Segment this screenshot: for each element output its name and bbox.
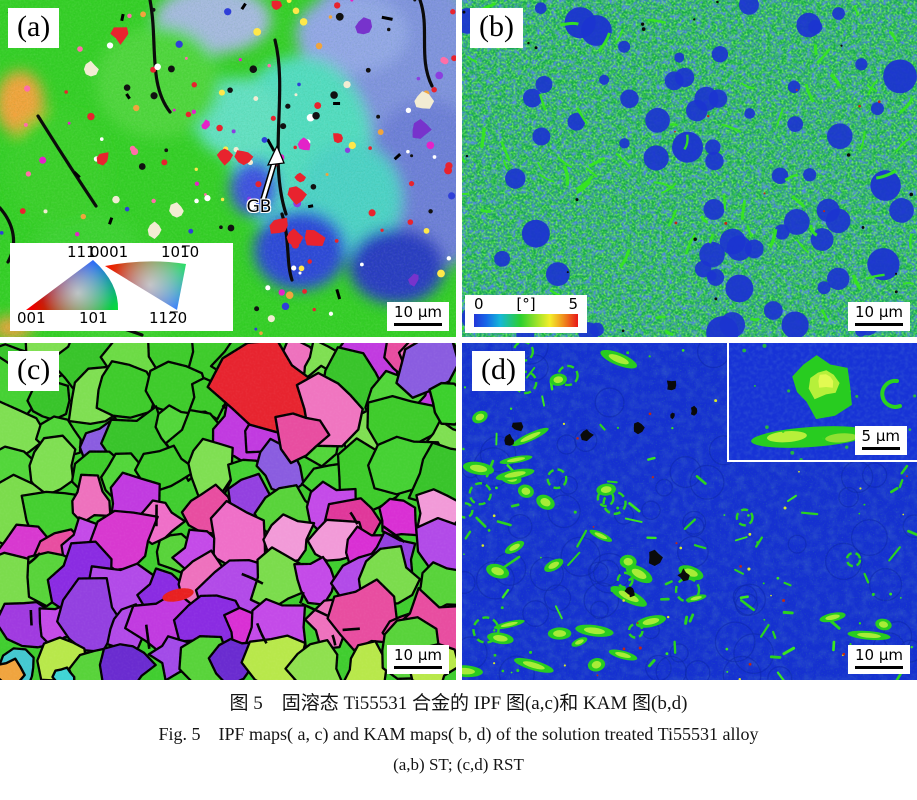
colorbar-min: 0 <box>474 295 484 313</box>
micrograph-canvas-d <box>462 343 917 680</box>
gb-annotation-label: GB <box>246 197 272 217</box>
scale-bar-c: 10 μm <box>386 645 449 674</box>
kam-inset-detail: 5 μm <box>727 343 917 462</box>
micrograph-canvas-c <box>0 343 456 680</box>
scale-bar-d-text: 10 μm <box>854 646 903 664</box>
panel-a-label: (a) <box>8 8 60 48</box>
panel-a-ipf-map: GB (a) <box>0 0 456 337</box>
caption-en: Fig. 5 IPF maps( a, c) and KAM maps( b, … <box>158 724 759 744</box>
scale-bar-a-line <box>393 323 442 326</box>
panel-d-label: (d) <box>472 351 525 391</box>
scale-bar-inset: 5 μm <box>854 426 907 455</box>
scale-bar-a: 10 μm <box>386 302 449 331</box>
scale-bar-b-text: 10 μm <box>854 303 903 321</box>
ipf-label-101: 101 <box>79 309 108 327</box>
scale-bar-inset-text: 5 μm <box>861 427 900 445</box>
scale-bar-d-line <box>854 666 903 669</box>
ipf-label-1120: 112̅0 <box>149 309 188 327</box>
ipf-label-0001: 0001 <box>90 243 129 261</box>
panel-b-kam-map: (b) 0 [°] 5 10 μm <box>462 0 917 337</box>
scale-bar-b-line <box>854 323 903 326</box>
scale-bar-c-text: 10 μm <box>393 646 442 664</box>
gb-arrow-icon <box>260 144 285 201</box>
panel-c-ipf-map: (c) 10 μm <box>0 343 456 680</box>
scale-bar-b: 10 μm <box>847 302 910 331</box>
caption-zh: 图 5 固溶态 Ti55531 合金的 IPF 图(a,c)和 KAM 图(b,… <box>229 693 688 714</box>
colorbar-unit: [°] <box>516 295 536 313</box>
micrograph-canvas-b <box>462 0 917 337</box>
caption-conditions: (a,b) ST; (c,d) RST <box>393 755 524 774</box>
panel-d-kam-map: 5 μm (d) 10 μm <box>462 343 917 680</box>
ipf-label-1010: 101̅0 <box>161 243 200 261</box>
scale-bar-c-line <box>393 666 442 669</box>
scale-bar-inset-line <box>861 447 900 450</box>
scale-bar-a-text: 10 μm <box>393 303 442 321</box>
panel-b-label: (b) <box>470 8 523 48</box>
ipf-label-001: 001 <box>17 309 46 327</box>
ipf-triangles <box>26 260 186 310</box>
colorbar-gradient <box>474 314 578 327</box>
figure-caption: 图 5 固溶态 Ti55531 合金的 IPF 图(a,c)和 KAM 图(b,… <box>0 689 917 779</box>
ipf-label-111: 111 <box>67 243 96 261</box>
kam-colorbar: 0 [°] 5 <box>465 295 587 333</box>
colorbar-max: 5 <box>568 295 578 313</box>
ipf-color-key: 111 0001 101̅0 001 101 112̅0 <box>10 243 233 331</box>
panel-c-label: (c) <box>8 351 60 391</box>
scale-bar-d: 10 μm <box>847 645 910 674</box>
